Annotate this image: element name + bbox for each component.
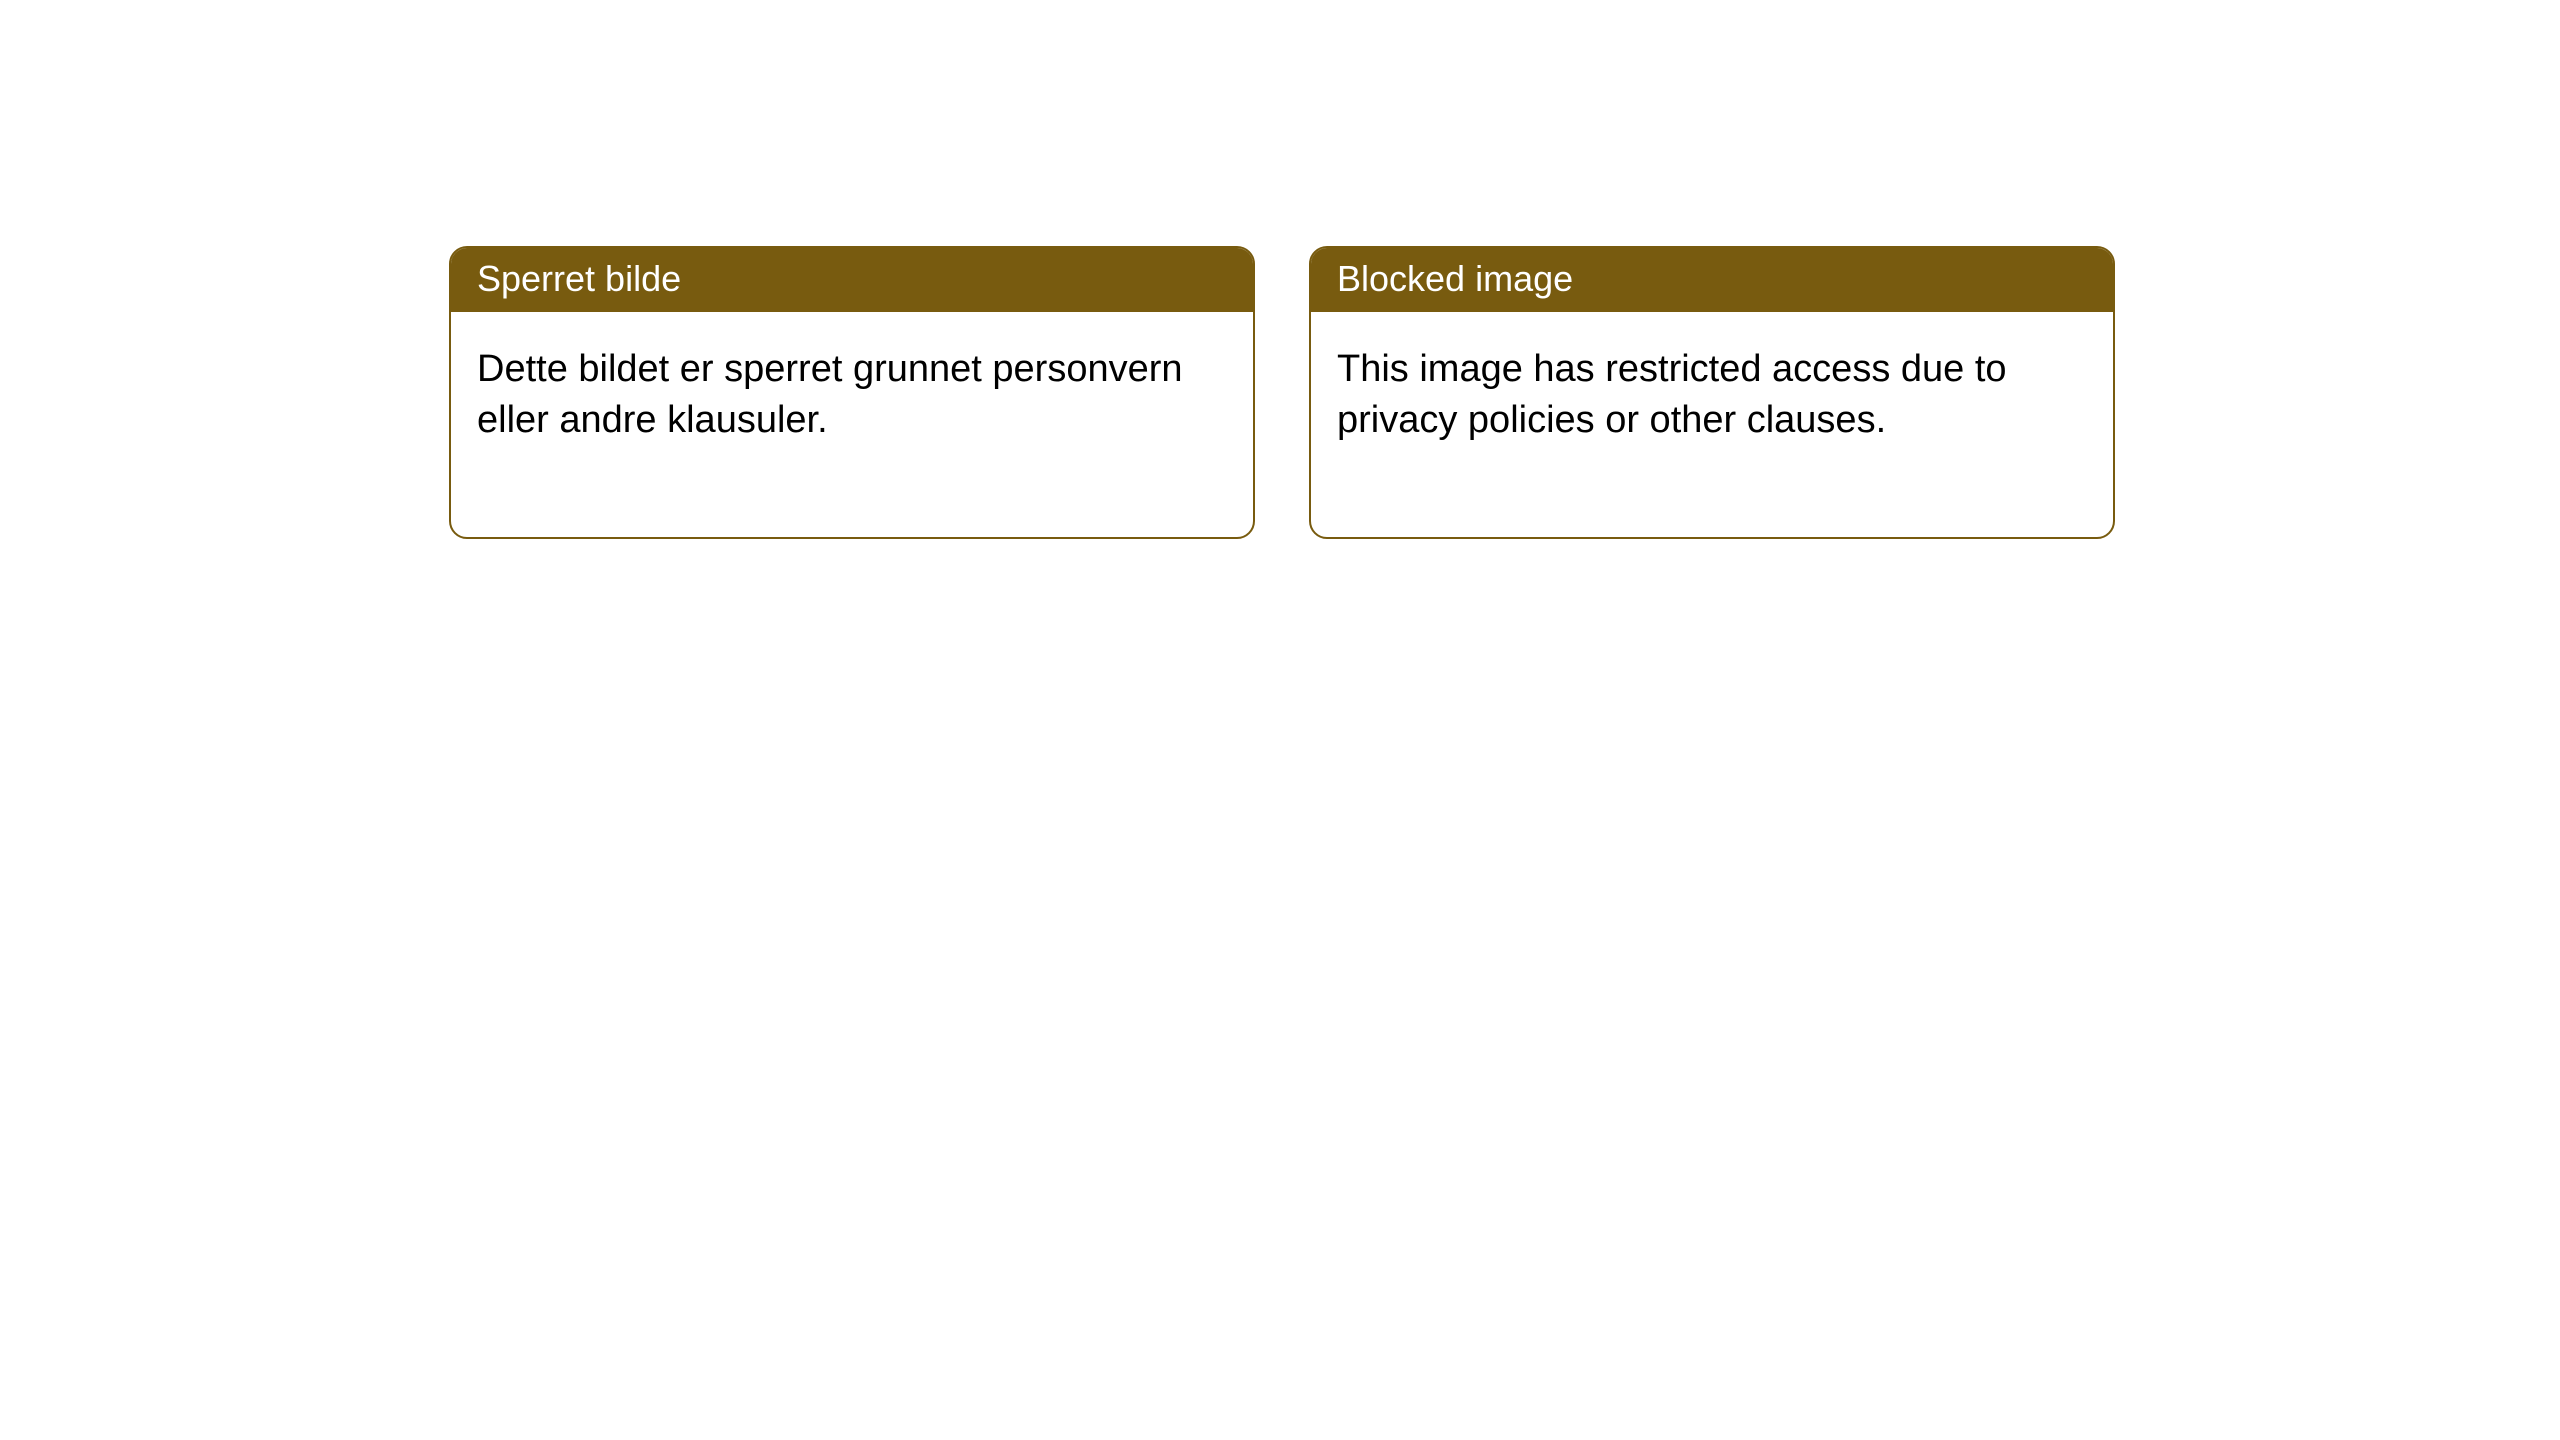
notice-body: Dette bildet er sperret grunnet personve… [451,312,1253,537]
notice-header: Sperret bilde [451,248,1253,312]
notice-message: Dette bildet er sperret grunnet personve… [477,348,1183,441]
notice-title: Blocked image [1337,258,1573,299]
notice-title: Sperret bilde [477,258,681,299]
notice-header: Blocked image [1311,248,2113,312]
notice-message: This image has restricted access due to … [1337,348,2007,441]
notice-body: This image has restricted access due to … [1311,312,2113,537]
notice-card-norwegian: Sperret bilde Dette bildet er sperret gr… [449,246,1255,539]
notice-card-english: Blocked image This image has restricted … [1309,246,2115,539]
notice-container: Sperret bilde Dette bildet er sperret gr… [0,0,2560,539]
